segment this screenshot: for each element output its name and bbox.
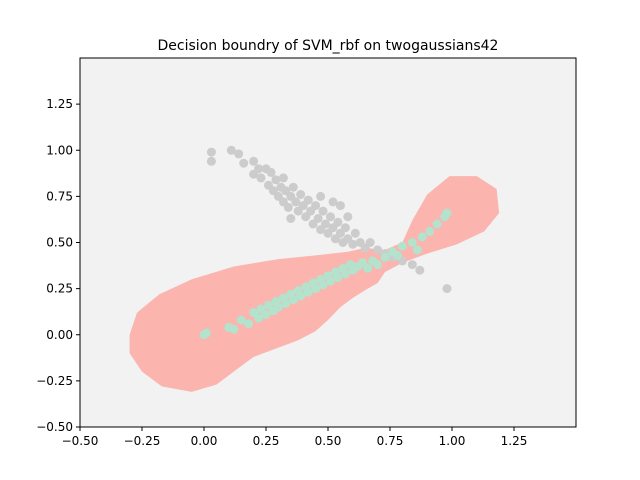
scatter-point-s1-38 [373, 260, 383, 270]
scatter-point-s0-30 [311, 201, 321, 211]
scatter-point-s1-29 [333, 273, 343, 283]
scatter-point-s1-42 [407, 238, 417, 247]
scatter-point-s0-44 [348, 239, 358, 249]
y-tick-label-0: −0.50 [36, 420, 73, 434]
scatter-point-s1-23 [311, 284, 321, 294]
scatter-point-s0-55 [328, 197, 338, 207]
plot-area: −0.50 −0.25 0.00 0.25 0.50 0.75 1.00 1.25 −0.50 −… [36, 57, 577, 448]
x-tick-label-1: −0.25 [124, 434, 161, 448]
scatter-point-s1-36 [363, 263, 373, 273]
scatter-point-s1-41 [397, 241, 407, 251]
scatter-point-s1-7 [254, 313, 264, 323]
x-tick-label-3: 0.25 [253, 434, 280, 448]
scatter-point-s0-45 [350, 228, 360, 238]
scatter-point-s1-3 [229, 324, 239, 334]
scatter-point-s0-24 [296, 190, 306, 199]
scatter-point-s1-39 [380, 252, 390, 262]
y-tick-label-7: 1.25 [46, 97, 73, 111]
y-tick-label-6: 1.00 [46, 143, 73, 157]
scatter-point-s0-39 [333, 217, 343, 227]
scatter-point-s0-57 [316, 191, 326, 201]
scatter-point-s1-43 [417, 232, 427, 242]
scatter-point-s0-53 [407, 260, 417, 270]
scatter-point-s0-1 [206, 156, 216, 166]
scatter-point-s1-48 [412, 245, 422, 255]
scatter-point-s0-21 [288, 182, 298, 192]
scatter-point-s0-48 [365, 238, 375, 247]
scatter-point-s0-27 [303, 195, 313, 205]
scatter-point-s0-7 [254, 164, 264, 174]
scatter-point-s1-47 [442, 208, 452, 218]
scatter-point-s0-58 [343, 212, 353, 222]
scatter-point-s0-8 [256, 173, 266, 183]
scatter-point-s0-59 [286, 214, 296, 223]
y-tick-label-2: 0.00 [46, 328, 73, 342]
scatter-point-s0-31 [313, 214, 323, 223]
scatter-point-s0-16 [278, 173, 288, 183]
scatter-point-s0-60 [442, 284, 452, 294]
x-tick-label-6: 1.00 [439, 434, 466, 448]
scatter-point-s1-9 [261, 310, 271, 319]
scatter-point-s1-5 [244, 319, 254, 329]
scatter-point-s0-3 [234, 149, 244, 159]
scatter-point-s0-42 [340, 223, 350, 233]
y-tick-label-5: 0.75 [46, 189, 73, 203]
scatter-point-s0-13 [271, 175, 281, 185]
scatter-point-s0-19 [283, 202, 293, 212]
scatter-point-s1-25 [318, 280, 328, 290]
scatter-point-s0-33 [318, 206, 328, 216]
x-tick-label-2: 0.00 [191, 434, 218, 448]
x-tick-label-5: 0.75 [377, 434, 404, 448]
scatter-point-s1-17 [288, 295, 298, 305]
scatter-point-s0-49 [373, 245, 383, 255]
scatter-point-s1-4 [236, 315, 246, 325]
scatter-point-s1-45 [432, 219, 442, 229]
scatter-point-s1-31 [340, 269, 350, 279]
scatter-point-s0-22 [291, 197, 301, 207]
scatter-point-s0-2 [226, 145, 236, 155]
scatter-point-s0-5 [249, 156, 259, 166]
y-tick-label-3: 0.25 [46, 282, 73, 296]
scatter-point-s1-21 [303, 287, 313, 297]
scatter-point-s1-49 [392, 250, 402, 260]
x-tick-label-7: 1.25 [501, 434, 528, 448]
scatter-point-s1-44 [425, 226, 435, 236]
y-tick-label-4: 0.50 [46, 236, 73, 250]
y-tick-label-1: −0.25 [36, 374, 73, 388]
scatter-point-s1-19 [296, 291, 306, 301]
scatter-point-s1-27 [326, 276, 335, 286]
x-tick-label-4: 0.50 [315, 434, 342, 448]
chart-title: Decision boundry of SVM_rbf on twogaussi… [158, 38, 499, 54]
scatter-point-s0-56 [335, 201, 345, 211]
scatter-point-s0-4 [239, 158, 249, 168]
scatter-point-s0-54 [415, 265, 425, 275]
scatter-point-s1-1 [202, 328, 211, 338]
scatter-point-s1-15 [281, 298, 291, 308]
scatter-point-s1-13 [273, 302, 283, 312]
scatter-point-s0-36 [326, 212, 335, 222]
scatter-point-s0-11 [266, 167, 276, 177]
scatter-point-s0-0 [206, 147, 216, 157]
x-tick-label-0: −0.50 [62, 434, 99, 448]
scatter-point-s0-34 [321, 219, 330, 229]
